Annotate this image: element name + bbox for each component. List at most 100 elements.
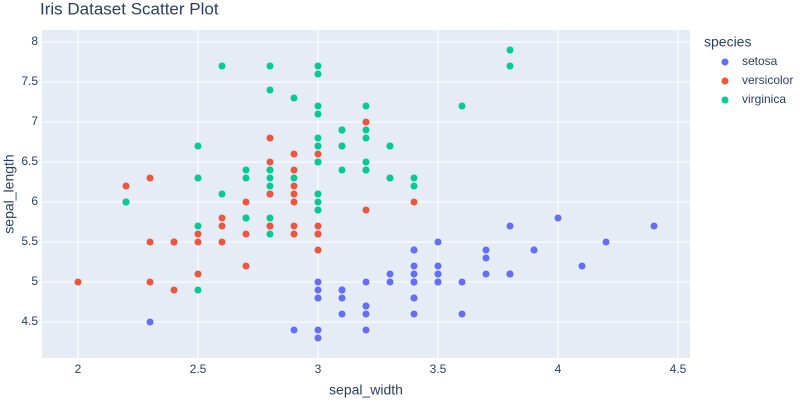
scatter-point [338, 286, 346, 294]
scatter-point [266, 62, 274, 70]
scatter-point [122, 182, 130, 190]
scatter-point [482, 270, 490, 278]
legend-marker [721, 77, 729, 85]
scatter-point [338, 126, 346, 134]
scatter-point [362, 118, 370, 126]
y-tick-label: 6.5 [21, 154, 38, 168]
legend-title: species [704, 34, 751, 50]
scatter-point [314, 334, 322, 342]
y-tick-label: 5 [31, 274, 38, 288]
scatter-point [314, 206, 322, 214]
scatter-point [218, 62, 226, 70]
scatter-point [410, 278, 418, 286]
scatter-point [386, 278, 394, 286]
scatter-point [314, 230, 322, 238]
scatter-point [194, 230, 202, 238]
scatter-point [266, 86, 274, 94]
scatter-point [290, 174, 298, 182]
scatter-point [386, 142, 394, 150]
y-tick-label: 8 [31, 34, 38, 48]
scatter-point [266, 230, 274, 238]
x-tick-label: 4 [555, 362, 562, 376]
scatter-point [506, 270, 514, 278]
scatter-point [266, 134, 274, 142]
scatter-point [290, 198, 298, 206]
scatter-point [146, 278, 154, 286]
scatter-point [410, 310, 418, 318]
scatter-point [410, 270, 418, 278]
scatter-point [434, 238, 442, 246]
scatter-point [602, 238, 610, 246]
chart-title: Iris Dataset Scatter Plot [40, 0, 219, 18]
scatter-point [218, 222, 226, 230]
scatter-point [362, 134, 370, 142]
scatter-point [554, 214, 562, 222]
scatter-point [266, 182, 274, 190]
scatter-point [410, 262, 418, 270]
y-tick-label: 6 [31, 194, 38, 208]
scatter-point [314, 286, 322, 294]
scatter-point [218, 238, 226, 246]
scatter-point [314, 134, 322, 142]
scatter-point [530, 246, 538, 254]
scatter-point [266, 222, 274, 230]
scatter-point [290, 182, 298, 190]
scatter-point [650, 222, 658, 230]
scatter-point [434, 262, 442, 270]
legend-marker [721, 58, 729, 66]
scatter-point [458, 278, 466, 286]
scatter-point [218, 190, 226, 198]
scatter-point [266, 190, 274, 198]
y-tick-label: 4.5 [21, 314, 38, 328]
scatter-point [146, 318, 154, 326]
scatter-point [242, 166, 250, 174]
scatter-point [362, 206, 370, 214]
scatter-point [482, 246, 490, 254]
scatter-point [218, 214, 226, 222]
legend-label[interactable]: virginica [742, 92, 786, 106]
scatter-point [362, 278, 370, 286]
scatter-point [410, 174, 418, 182]
scatter-point [338, 294, 346, 302]
scatter-point [242, 198, 250, 206]
scatter-point [146, 174, 154, 182]
scatter-point [458, 102, 466, 110]
scatter-point [170, 238, 178, 246]
y-tick-label: 5.5 [21, 234, 38, 248]
scatter-point [290, 94, 298, 102]
scatter-point [338, 310, 346, 318]
x-tick-label: 2 [75, 362, 82, 376]
scatter-point [242, 262, 250, 270]
scatter-point [314, 150, 322, 158]
y-axis-title: sepal_length [1, 154, 17, 233]
scatter-point [314, 62, 322, 70]
scatter-point [314, 190, 322, 198]
legend-label[interactable]: setosa [742, 54, 778, 68]
scatter-point [434, 278, 442, 286]
scatter-point [386, 174, 394, 182]
scatter-point [266, 166, 274, 174]
scatter-point [122, 198, 130, 206]
scatter-point [410, 246, 418, 254]
scatter-point [194, 222, 202, 230]
scatter-point [362, 102, 370, 110]
y-tick-label: 7 [31, 114, 38, 128]
scatter-point [362, 166, 370, 174]
scatter-point [338, 166, 346, 174]
scatter-point [578, 262, 586, 270]
x-tick-label: 3 [315, 362, 322, 376]
x-axis-title: sepal_width [329, 382, 403, 398]
scatter-point [314, 198, 322, 206]
scatter-point [194, 142, 202, 150]
scatter-point [314, 278, 322, 286]
scatter-point [290, 150, 298, 158]
scatter-point [338, 142, 346, 150]
scatter-point [290, 222, 298, 230]
scatter-point [146, 238, 154, 246]
scatter-point [290, 230, 298, 238]
scatter-point [290, 190, 298, 198]
scatter-point [242, 230, 250, 238]
legend-label[interactable]: versicolor [742, 73, 793, 87]
scatter-point [314, 294, 322, 302]
